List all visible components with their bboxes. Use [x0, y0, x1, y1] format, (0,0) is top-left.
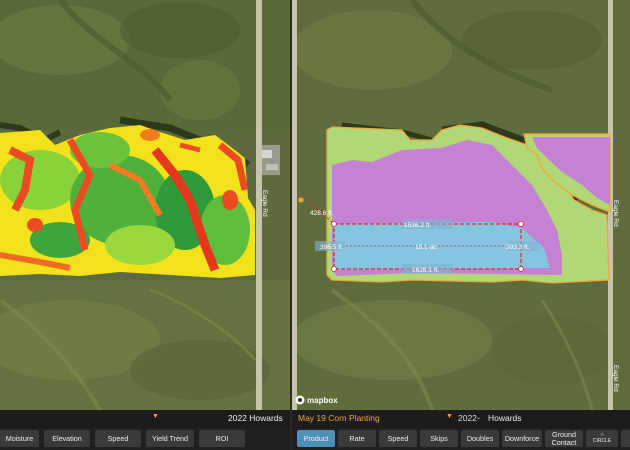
tab-label: ROI [215, 434, 229, 443]
measure-area: 15.1 ac. [415, 244, 438, 251]
left-layer-tabs: Moisture Elevation Speed Yield Trend ROI [0, 428, 290, 450]
tab-label: Doubles [466, 434, 494, 443]
tab-overflow[interactable] [621, 430, 630, 447]
year-dropdown-icon[interactable]: ⌄ [476, 415, 482, 421]
operation-dropdown-icon[interactable]: ▼ [446, 413, 453, 420]
tab-label: Rate [349, 434, 365, 443]
tab-ground-contact[interactable]: Ground Contact [545, 430, 583, 447]
tab-roi[interactable]: ROI [199, 430, 245, 447]
left-field-heatmap [0, 125, 255, 278]
measure-left: 396.5 ft. [320, 244, 344, 251]
tab-elevation[interactable]: Elevation [44, 430, 90, 447]
tab-downforce[interactable]: Downforce [502, 430, 542, 447]
tab-product[interactable]: Product [297, 430, 335, 447]
right-layer-tabs: Product Rate Speed Skips Doubles Downfor… [292, 428, 630, 450]
tab-speed[interactable]: Speed [95, 430, 141, 447]
measure-top: 1536.2 ft. [404, 222, 431, 229]
tab-label-line1: Ground [552, 430, 576, 439]
tab-label: Moisture [5, 434, 34, 443]
mapbox-logo: mapbox [307, 396, 338, 405]
left-operation-dropdown[interactable] [0, 410, 160, 428]
tab-label: Elevation [52, 434, 82, 443]
left-farm-label[interactable]: 2022 Howards [228, 413, 283, 423]
pane-divider[interactable] [290, 0, 292, 450]
tab-label: CIRCLE [592, 438, 612, 444]
tab-circle[interactable]: ○ CIRCLE [586, 430, 618, 447]
tab-label: Speed [387, 434, 409, 443]
tab-skips[interactable]: Skips [420, 430, 458, 447]
right-selector-row: May 19 Corn Planting ▼ 2022 ⌄ Howards [292, 410, 630, 428]
farm-select[interactable]: Howards [488, 413, 522, 423]
left-satellite-map[interactable]: Eagle Rd [0, 0, 290, 410]
operation-select[interactable]: May 19 Corn Planting [298, 413, 380, 423]
measure-bottom: 1628.1 ft. [412, 267, 439, 274]
right-control-bar: May 19 Corn Planting ▼ 2022 ⌄ Howards Pr… [292, 410, 630, 450]
measure-right: 393.3 ft. [506, 244, 530, 251]
tab-label: Yield Trend [151, 434, 189, 443]
tab-label-line2: Contact [551, 438, 577, 447]
left-selector-row: ▼ 2022 Howards [0, 410, 290, 428]
right-satellite-map[interactable]: Eagle Rd Eagle Rd 1536.2 ft. 396.5 ft. [292, 0, 630, 410]
year-select[interactable]: 2022 [458, 413, 477, 423]
measure-diagonal: 428.6 ft. [310, 210, 334, 217]
right-map-panel: Eagle Rd Eagle Rd 1536.2 ft. 396.5 ft. [292, 0, 630, 450]
tab-label: Skips [430, 434, 448, 443]
tab-rate[interactable]: Rate [338, 430, 376, 447]
tab-label: Downforce [504, 434, 540, 443]
left-map-panel: Eagle Rd ▼ 2022 Howards [0, 0, 290, 450]
tab-speed[interactable]: Speed [379, 430, 417, 447]
tab-label: Speed [107, 434, 129, 443]
right-road-label: Eagle Rd [612, 200, 619, 227]
tab-moisture[interactable]: Moisture [0, 430, 39, 447]
right-road-label-lower: Eagle Rd [612, 365, 619, 392]
tab-label: Product [303, 434, 329, 443]
tab-doubles[interactable]: Doubles [461, 430, 499, 447]
tab-yield-trend[interactable]: Yield Trend [146, 430, 194, 447]
left-control-bar: ▼ 2022 Howards Moisture Elevation Speed … [0, 410, 290, 450]
left-road-label: Eagle Rd [261, 190, 268, 217]
circle-icon: ○ [600, 432, 604, 438]
dropdown-arrow-icon[interactable]: ▼ [152, 413, 159, 420]
